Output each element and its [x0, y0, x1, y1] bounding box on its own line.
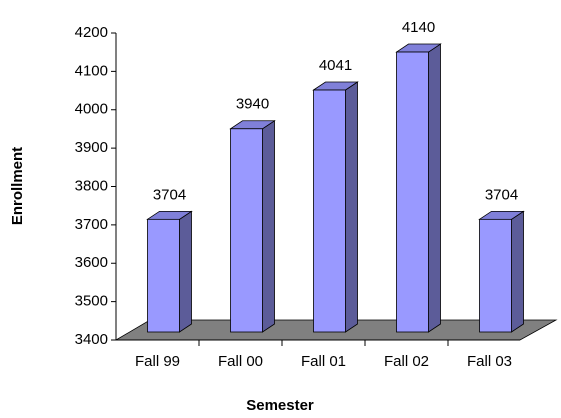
y-tick-label: 3900: [75, 139, 108, 156]
x-tick-label: Fall 01: [301, 353, 346, 370]
bar: [230, 128, 263, 333]
x-axis-title: Semester: [246, 397, 314, 414]
bar: [396, 51, 429, 333]
bar-side: [345, 81, 358, 333]
value-label: 4041: [319, 57, 352, 74]
value-label: 3940: [236, 96, 269, 113]
value-label: 3704: [153, 186, 186, 203]
bar-side: [179, 210, 192, 333]
x-tick-label: Fall 99: [135, 353, 180, 370]
bar-side: [262, 120, 275, 333]
x-tick-label: Fall 03: [467, 353, 512, 370]
bar: [479, 218, 512, 333]
bar: [147, 218, 180, 333]
value-label: 3704: [485, 186, 518, 203]
value-label: 4140: [402, 19, 435, 36]
x-tick-label: Fall 00: [218, 353, 263, 370]
bar-side: [511, 210, 524, 333]
y-tick-label: 3700: [75, 216, 108, 233]
y-tick-label: 3400: [75, 331, 108, 348]
y-tick-label: 4100: [75, 62, 108, 79]
y-tick-label: 3600: [75, 254, 108, 271]
bar-side: [428, 43, 441, 333]
bar: [313, 89, 346, 333]
x-tick-label: Fall 02: [384, 353, 429, 370]
y-tick-label: 3500: [75, 293, 108, 310]
y-tick-label: 3800: [75, 177, 108, 194]
y-tick-label: 4000: [75, 101, 108, 118]
y-tick-label: 4200: [75, 24, 108, 41]
y-axis-title: Enrollment: [9, 147, 26, 225]
